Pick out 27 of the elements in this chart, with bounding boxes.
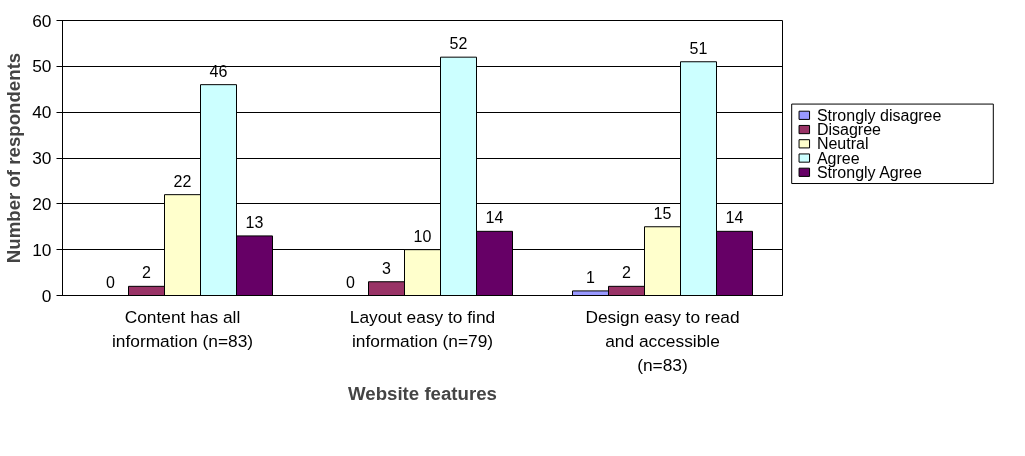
data-label: 51 [689, 39, 708, 57]
y-tick-label: 30 [32, 148, 52, 168]
data-label: 13 [245, 213, 264, 231]
data-label: 2 [142, 264, 152, 282]
data-label: 0 [346, 273, 356, 291]
y-tick-label: 20 [32, 193, 52, 214]
data-label: 3 [382, 259, 392, 277]
y-tick-label: 10 [32, 239, 52, 260]
x-tick-label: Content has all information (n=83) [111, 306, 254, 351]
data-label: 15 [653, 204, 672, 222]
data-label: 14 [725, 209, 744, 227]
x-axis-title: Website features [348, 382, 497, 404]
data-label: 22 [173, 172, 192, 190]
data-label: 52 [449, 35, 468, 53]
y-tick-label: 60 [32, 10, 52, 31]
x-tick-label: Design easy to read and accessible (n=83) [585, 306, 740, 375]
data-label: 0 [106, 273, 116, 291]
legend-label: Strongly disagree [816, 106, 942, 124]
data-label: 14 [485, 209, 504, 227]
y-tick-label: 50 [32, 56, 52, 77]
data-label: 10 [413, 227, 432, 245]
y-axis-title: Number of respondents [3, 52, 25, 264]
data-label: 1 [586, 268, 596, 286]
x-tick-label: Layout easy to find information (n=79) [349, 306, 496, 351]
y-tick-label: 0 [41, 285, 52, 306]
y-tick-label: 40 [32, 102, 52, 123]
data-label: 2 [622, 264, 632, 282]
